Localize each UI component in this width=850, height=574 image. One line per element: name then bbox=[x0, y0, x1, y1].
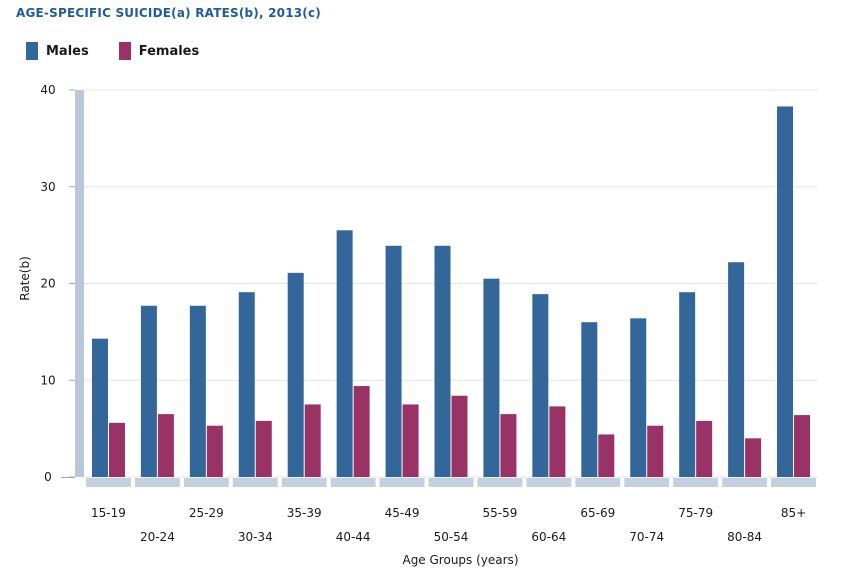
bar-males-15-19[interactable] bbox=[91, 338, 108, 477]
x-tick-label: 35-39 bbox=[287, 506, 322, 520]
x-tick-label: 70-74 bbox=[629, 530, 664, 544]
x-tick-label: 50-54 bbox=[434, 530, 469, 544]
legend-swatch-females bbox=[118, 42, 131, 60]
bar-females-45-49[interactable] bbox=[402, 404, 419, 477]
gridlines bbox=[84, 89, 818, 478]
x-axis-stub bbox=[61, 477, 75, 478]
bar-males-75-79[interactable] bbox=[679, 292, 696, 477]
bar-females-60-64[interactable] bbox=[549, 406, 566, 477]
x-tick-label: 55-59 bbox=[482, 506, 517, 520]
legend-item-females[interactable]: Females bbox=[118, 42, 200, 60]
bar-series bbox=[91, 106, 811, 477]
y-tick-label: 40 bbox=[40, 83, 55, 97]
x-axis-segment bbox=[673, 478, 719, 487]
y-tick-label: 30 bbox=[40, 180, 55, 194]
x-axis-segment bbox=[183, 478, 229, 487]
bar-females-40-44[interactable] bbox=[353, 386, 370, 477]
x-tick-label: 85+ bbox=[781, 506, 806, 520]
legend-label-females: Females bbox=[138, 43, 200, 59]
bar-males-60-64[interactable] bbox=[532, 294, 549, 477]
bar-males-45-49[interactable] bbox=[385, 245, 402, 477]
x-axis-title: Age Groups (years) bbox=[402, 553, 518, 567]
bar-males-85+[interactable] bbox=[777, 106, 794, 477]
x-axis-segment bbox=[379, 478, 425, 487]
x-axis-segment bbox=[771, 478, 816, 487]
bar-females-15-19[interactable] bbox=[108, 422, 125, 477]
x-tick-label: 40-44 bbox=[336, 530, 371, 544]
legend-item-males[interactable]: Males bbox=[26, 42, 89, 60]
chart-legend: Males Females bbox=[26, 42, 199, 60]
x-axis-segment bbox=[86, 478, 131, 487]
axes bbox=[61, 89, 816, 487]
x-tick-label: 75-79 bbox=[678, 506, 713, 520]
bar-females-35-39[interactable] bbox=[304, 404, 321, 477]
x-axis-segment bbox=[526, 478, 572, 487]
x-axis-segment bbox=[477, 478, 523, 487]
x-tick-label: 20-24 bbox=[140, 530, 175, 544]
bar-females-75-79[interactable] bbox=[696, 420, 713, 477]
bar-males-35-39[interactable] bbox=[287, 272, 304, 477]
bar-females-65-69[interactable] bbox=[598, 434, 615, 477]
bar-females-80-84[interactable] bbox=[745, 438, 762, 477]
x-tick-label: 15-19 bbox=[91, 506, 126, 520]
y-axis-title: Rate(b) bbox=[18, 256, 32, 301]
chart-title: AGE-SPECIFIC SUICIDE(a) RATES(b), 2013(c… bbox=[16, 6, 321, 20]
x-axis-segment bbox=[330, 478, 376, 487]
bar-males-40-44[interactable] bbox=[336, 230, 353, 477]
bar-females-20-24[interactable] bbox=[157, 414, 174, 477]
x-tick-label: 45-49 bbox=[385, 506, 420, 520]
y-axis-line bbox=[75, 90, 84, 477]
legend-swatch-males bbox=[26, 42, 38, 60]
x-axis-segment bbox=[722, 478, 768, 487]
x-axis-segment bbox=[624, 478, 670, 487]
bar-males-50-54[interactable] bbox=[434, 245, 451, 477]
bar-females-70-74[interactable] bbox=[647, 425, 664, 477]
x-axis-segment bbox=[575, 478, 621, 487]
bar-males-30-34[interactable] bbox=[238, 292, 255, 477]
x-axis-segment bbox=[232, 478, 278, 487]
y-tick-label: 20 bbox=[40, 277, 55, 291]
x-axis-segment bbox=[281, 478, 327, 487]
x-tick-label: 60-64 bbox=[531, 530, 566, 544]
x-tick-label: 30-34 bbox=[238, 530, 273, 544]
bar-males-20-24[interactable] bbox=[140, 305, 157, 477]
bar-males-55-59[interactable] bbox=[483, 278, 500, 477]
y-tick-label: 0 bbox=[44, 470, 52, 484]
axis-labels: 0 10 20 30 40 15-19 20-24 25-29 30-34 35-39 40-44 4… bbox=[18, 83, 806, 567]
x-tick-label: 65-69 bbox=[580, 506, 615, 520]
legend-label-males: Males bbox=[46, 43, 89, 59]
bar-females-50-54[interactable] bbox=[451, 395, 468, 477]
bar-males-80-84[interactable] bbox=[728, 262, 745, 477]
x-tick-label: 80-84 bbox=[727, 530, 762, 544]
x-tick-label: 25-29 bbox=[189, 506, 224, 520]
bar-females-85+[interactable] bbox=[794, 415, 811, 477]
x-axis-segment bbox=[134, 478, 180, 487]
x-axis-segment bbox=[428, 478, 474, 487]
bar-females-55-59[interactable] bbox=[500, 414, 517, 477]
bar-males-70-74[interactable] bbox=[630, 318, 647, 477]
bar-males-65-69[interactable] bbox=[581, 322, 598, 477]
y-tick-label: 10 bbox=[40, 373, 55, 387]
bar-females-25-29[interactable] bbox=[206, 425, 223, 477]
bar-males-25-29[interactable] bbox=[189, 305, 206, 477]
bar-females-30-34[interactable] bbox=[255, 420, 272, 477]
